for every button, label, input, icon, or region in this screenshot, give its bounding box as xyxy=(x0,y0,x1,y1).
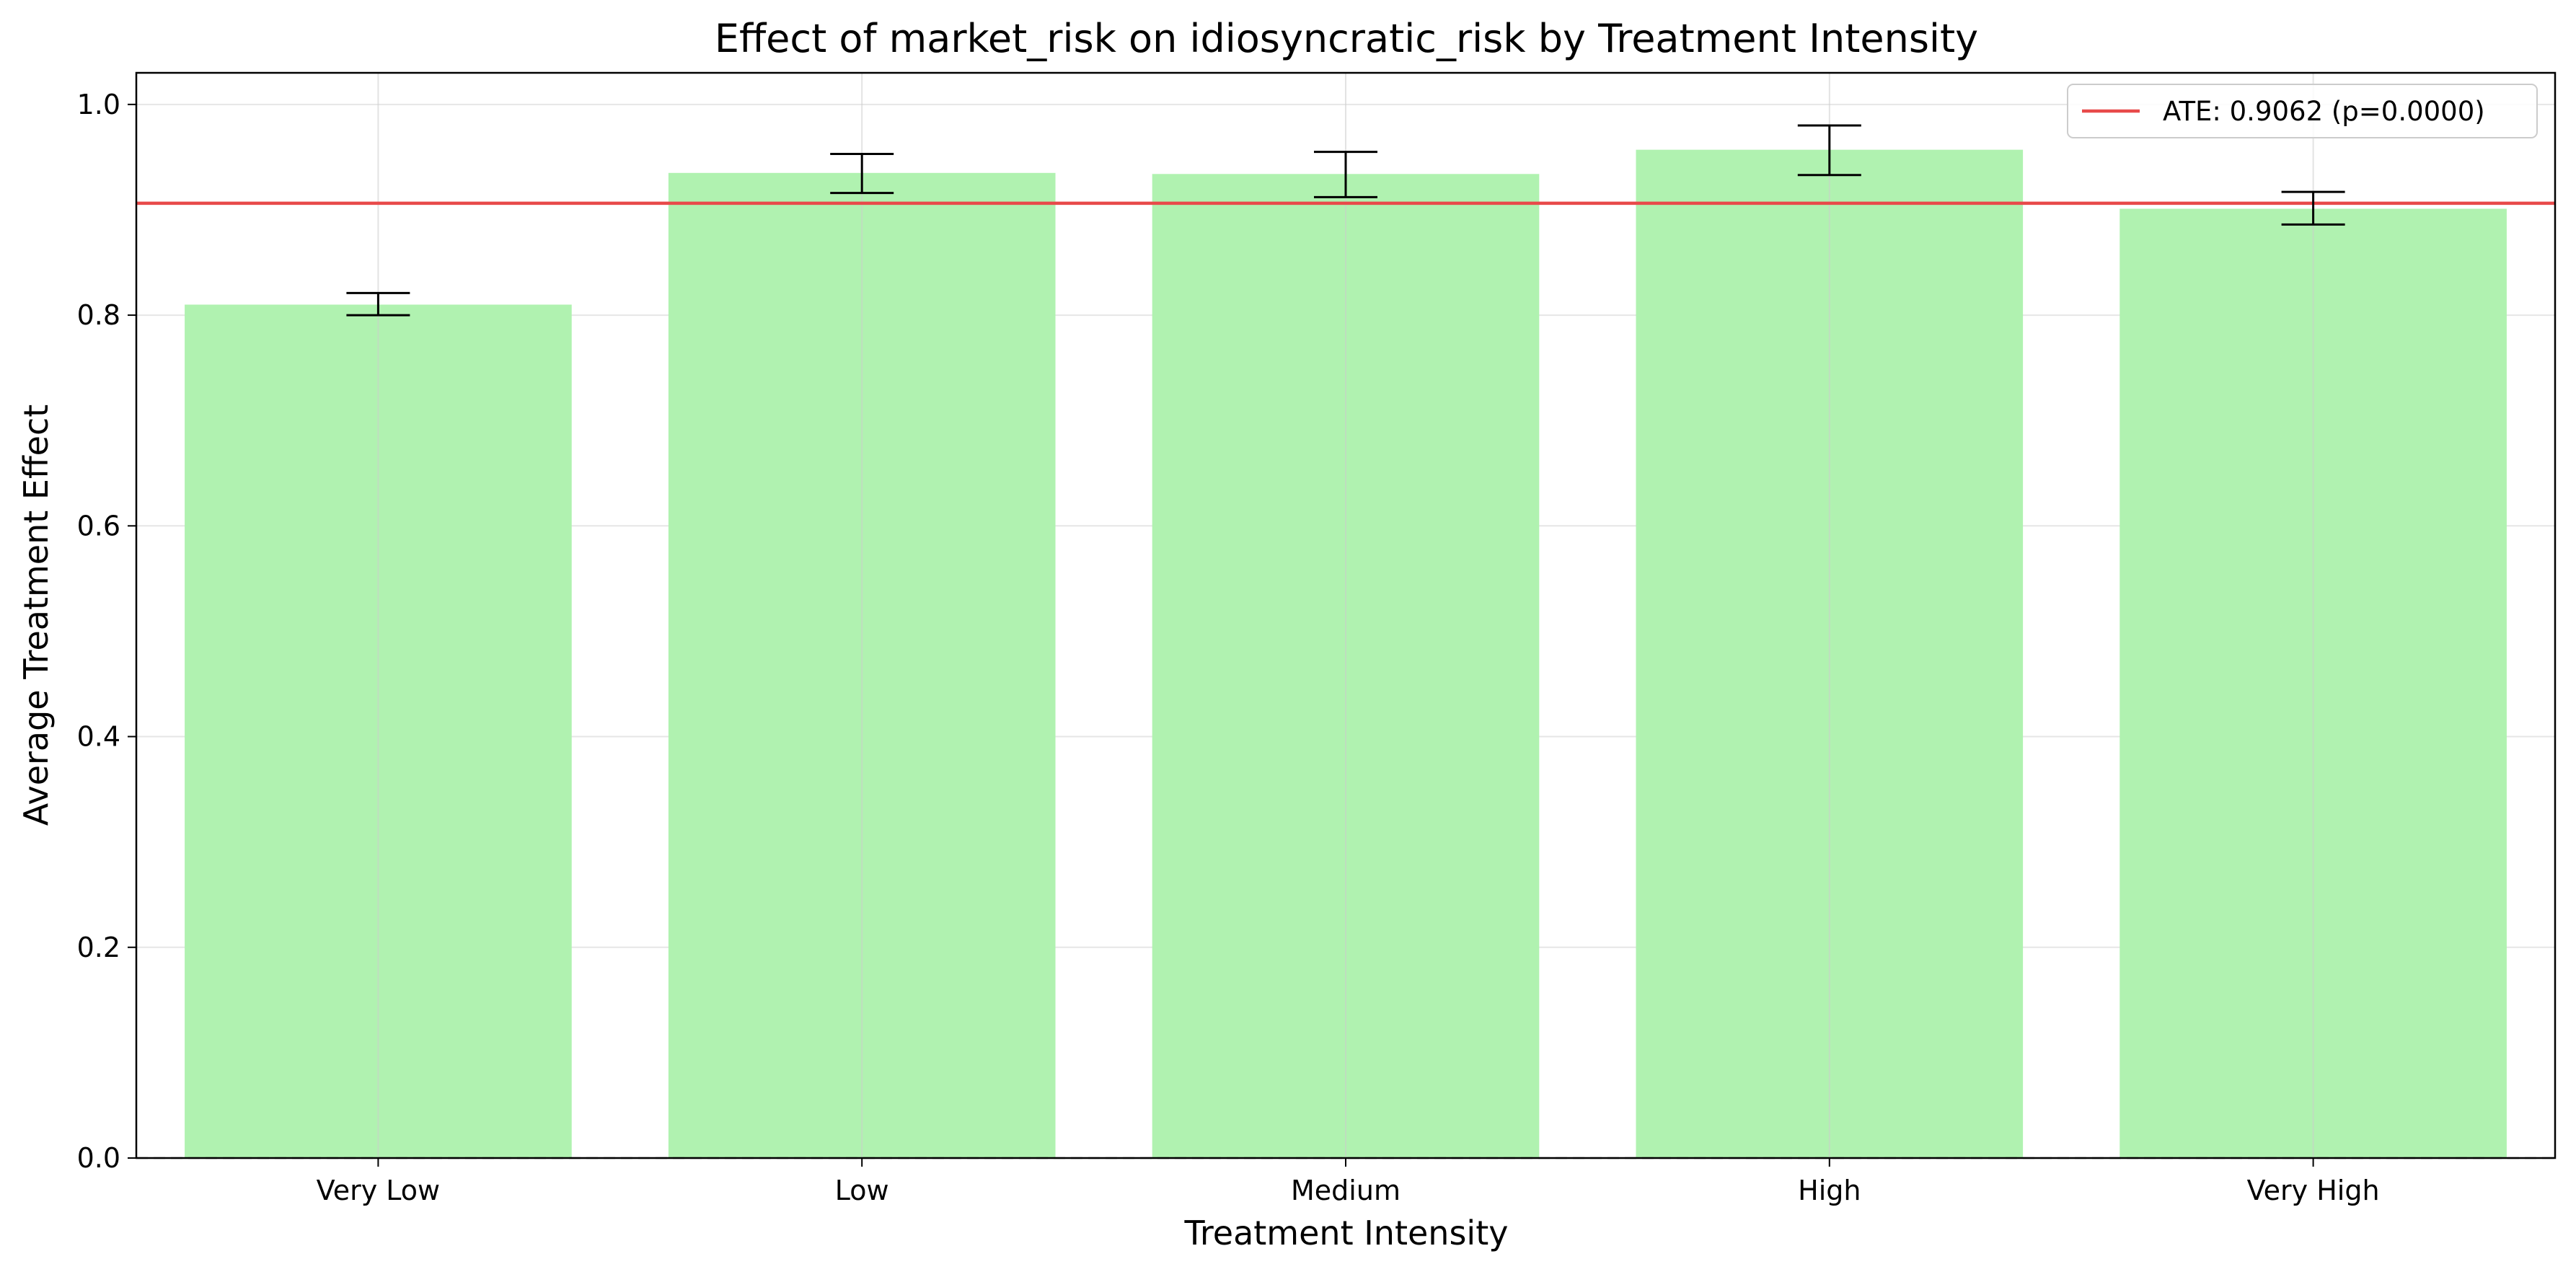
bars xyxy=(185,73,2507,1159)
x-axis-label: Treatment Intensity xyxy=(1184,1214,1509,1252)
x-tick-label: Very Low xyxy=(317,1175,440,1206)
legend: ATE: 0.9062 (p=0.0000) xyxy=(2067,84,2538,138)
ticks: 0.0 0.2 0.4 0.6 0.8 1.0 Very Low Low Medium High V… xyxy=(77,89,2380,1206)
y-tick-label: 1.0 xyxy=(77,89,120,120)
legend-box xyxy=(2067,84,2538,138)
y-tick-label: 0.4 xyxy=(77,721,120,753)
error-bars xyxy=(346,124,2345,317)
y-tick-label: 0.6 xyxy=(77,510,120,542)
y-axis-label: Average Treatment Effect xyxy=(17,405,56,826)
x-tick-label: Medium xyxy=(1291,1175,1401,1206)
x-tick-label: Low xyxy=(835,1175,889,1206)
x-tick-label: Very High xyxy=(2247,1175,2380,1206)
x-tick-label: High xyxy=(1798,1175,1861,1206)
y-tick-label: 0.2 xyxy=(77,932,120,963)
y-tick-label: 0.8 xyxy=(77,299,120,331)
chart-title: Effect of market_risk on idiosyncratic_r… xyxy=(715,16,1978,61)
y-tick-label: 0.0 xyxy=(77,1142,120,1174)
legend-ate-label: ATE: 0.9062 (p=0.0000) xyxy=(2163,96,2485,127)
